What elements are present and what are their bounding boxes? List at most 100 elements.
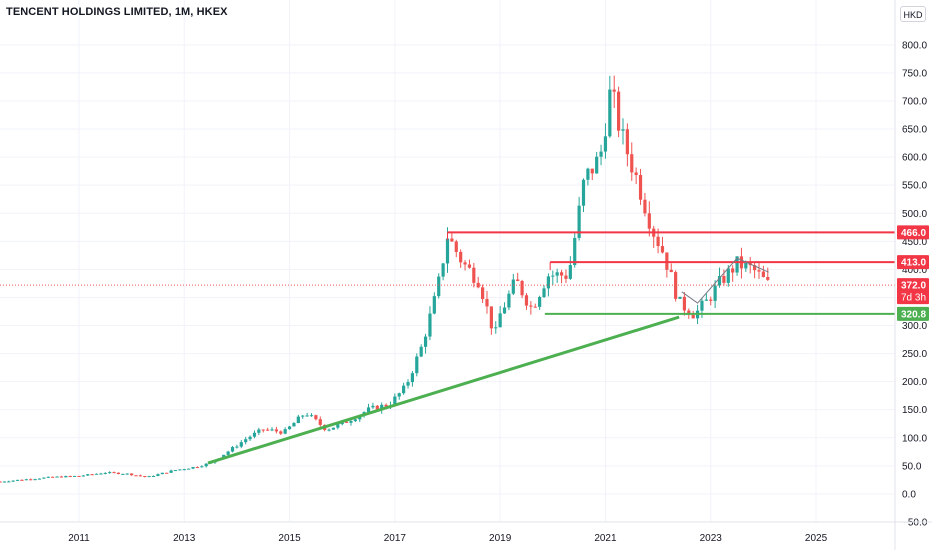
candle-body — [2, 481, 6, 483]
price-tick-label: 250.0 — [902, 349, 927, 360]
candle-body — [292, 423, 296, 427]
candle-body — [735, 256, 739, 273]
candle-body — [678, 296, 682, 299]
projection-path — [681, 257, 769, 304]
candle-body — [555, 272, 559, 276]
candle-body — [516, 279, 520, 281]
candle-body — [608, 89, 612, 137]
candle-body — [11, 480, 15, 482]
candle-body — [617, 91, 621, 131]
price-label-box — [897, 255, 929, 270]
candle-body — [252, 432, 257, 437]
candle-body — [757, 270, 761, 272]
time-tick-label: 2015 — [278, 533, 301, 544]
time-axis[interactable]: 2011 2013 2015 2017 2019 2021 2023 2025 — [0, 521, 932, 544]
candle-body — [331, 427, 336, 430]
candle-body — [261, 429, 265, 431]
price-tick-label: 50.0 — [902, 461, 922, 472]
candle-body — [366, 407, 371, 413]
candle-body — [72, 475, 77, 477]
candle-body — [178, 469, 182, 471]
candle-body — [564, 275, 568, 279]
candle-body — [20, 479, 24, 481]
candle-body — [173, 470, 178, 472]
candle-body — [384, 404, 388, 407]
candle-body — [68, 476, 72, 478]
candle-body — [581, 179, 586, 206]
candle-body — [586, 168, 590, 180]
price-label-text: 372.0 — [901, 281, 926, 292]
candle-body — [612, 89, 616, 92]
candle-body — [546, 276, 551, 289]
candle-body — [77, 475, 81, 477]
price-labels: 466.0 413.0 372.07d 3h 320.8 — [897, 225, 929, 321]
candle-body — [121, 473, 125, 475]
candle-body — [81, 475, 85, 477]
candle-body — [467, 264, 472, 268]
candle-body — [279, 431, 283, 434]
time-tick-label: 2011 — [68, 533, 90, 544]
candle-body — [7, 481, 11, 483]
candle-body — [726, 268, 730, 283]
candle-body — [511, 279, 515, 294]
candle-body — [125, 473, 129, 475]
candle-body — [15, 479, 20, 481]
candle-body — [130, 473, 134, 476]
price-axis[interactable]: −50.00.050.0100.0150.0200.0250.0300.0350… — [894, 0, 928, 550]
price-tick-label: 100.0 — [902, 433, 927, 444]
price-label-text: 413.0 — [901, 258, 926, 269]
candle-body — [753, 265, 757, 271]
candle-body — [603, 136, 608, 152]
candle-body — [42, 477, 46, 479]
candle-body — [621, 129, 625, 131]
candle-body — [761, 271, 765, 277]
candle-body — [24, 479, 28, 481]
candle-body — [660, 246, 665, 253]
candle-body — [559, 272, 564, 276]
candle-body — [498, 313, 502, 328]
candle-body — [520, 280, 524, 296]
candle-body — [235, 446, 239, 448]
candle-body — [344, 421, 349, 423]
candle-body — [151, 475, 156, 477]
candle-body — [507, 293, 511, 308]
candle-body — [301, 415, 305, 417]
candle-body — [244, 439, 248, 443]
candle-body — [147, 476, 151, 478]
candle-body — [643, 199, 647, 214]
candle-body — [226, 451, 230, 455]
price-label-box — [897, 278, 929, 305]
candle-body — [270, 429, 274, 431]
price-tick-label: 200.0 — [902, 377, 927, 388]
chart-title: TENCENT HOLDINGS LIMITED, 1M, HKEX — [6, 6, 228, 18]
candle-body — [375, 405, 379, 410]
price-tick-label: 150.0 — [902, 405, 927, 416]
candle-body — [538, 297, 542, 307]
price-tick-label: 600.0 — [902, 153, 927, 164]
candle-body — [419, 346, 423, 357]
candle-body — [630, 154, 634, 173]
candle-body — [437, 276, 441, 297]
price-label-box — [897, 306, 929, 321]
candle-body — [441, 263, 445, 277]
candle-body — [529, 305, 533, 307]
candle-body — [476, 282, 480, 288]
price-tick-label: 700.0 — [902, 96, 927, 107]
candle-body — [143, 476, 147, 478]
candle-body — [160, 472, 164, 475]
candle-body — [29, 479, 33, 481]
candle-body — [134, 475, 138, 477]
candle-body — [305, 415, 309, 417]
candle-body — [86, 474, 90, 476]
candle-body — [0, 481, 2, 483]
candle-body — [156, 474, 160, 476]
candle-body — [103, 472, 107, 474]
candle-body — [744, 262, 748, 269]
currency-badge[interactable]: HKD — [900, 6, 926, 22]
price-tick-label: 550.0 — [902, 181, 927, 192]
time-tick-label: 2019 — [489, 533, 512, 544]
candle-body — [371, 405, 375, 408]
candle-body — [687, 310, 691, 315]
candle-body — [450, 238, 454, 242]
